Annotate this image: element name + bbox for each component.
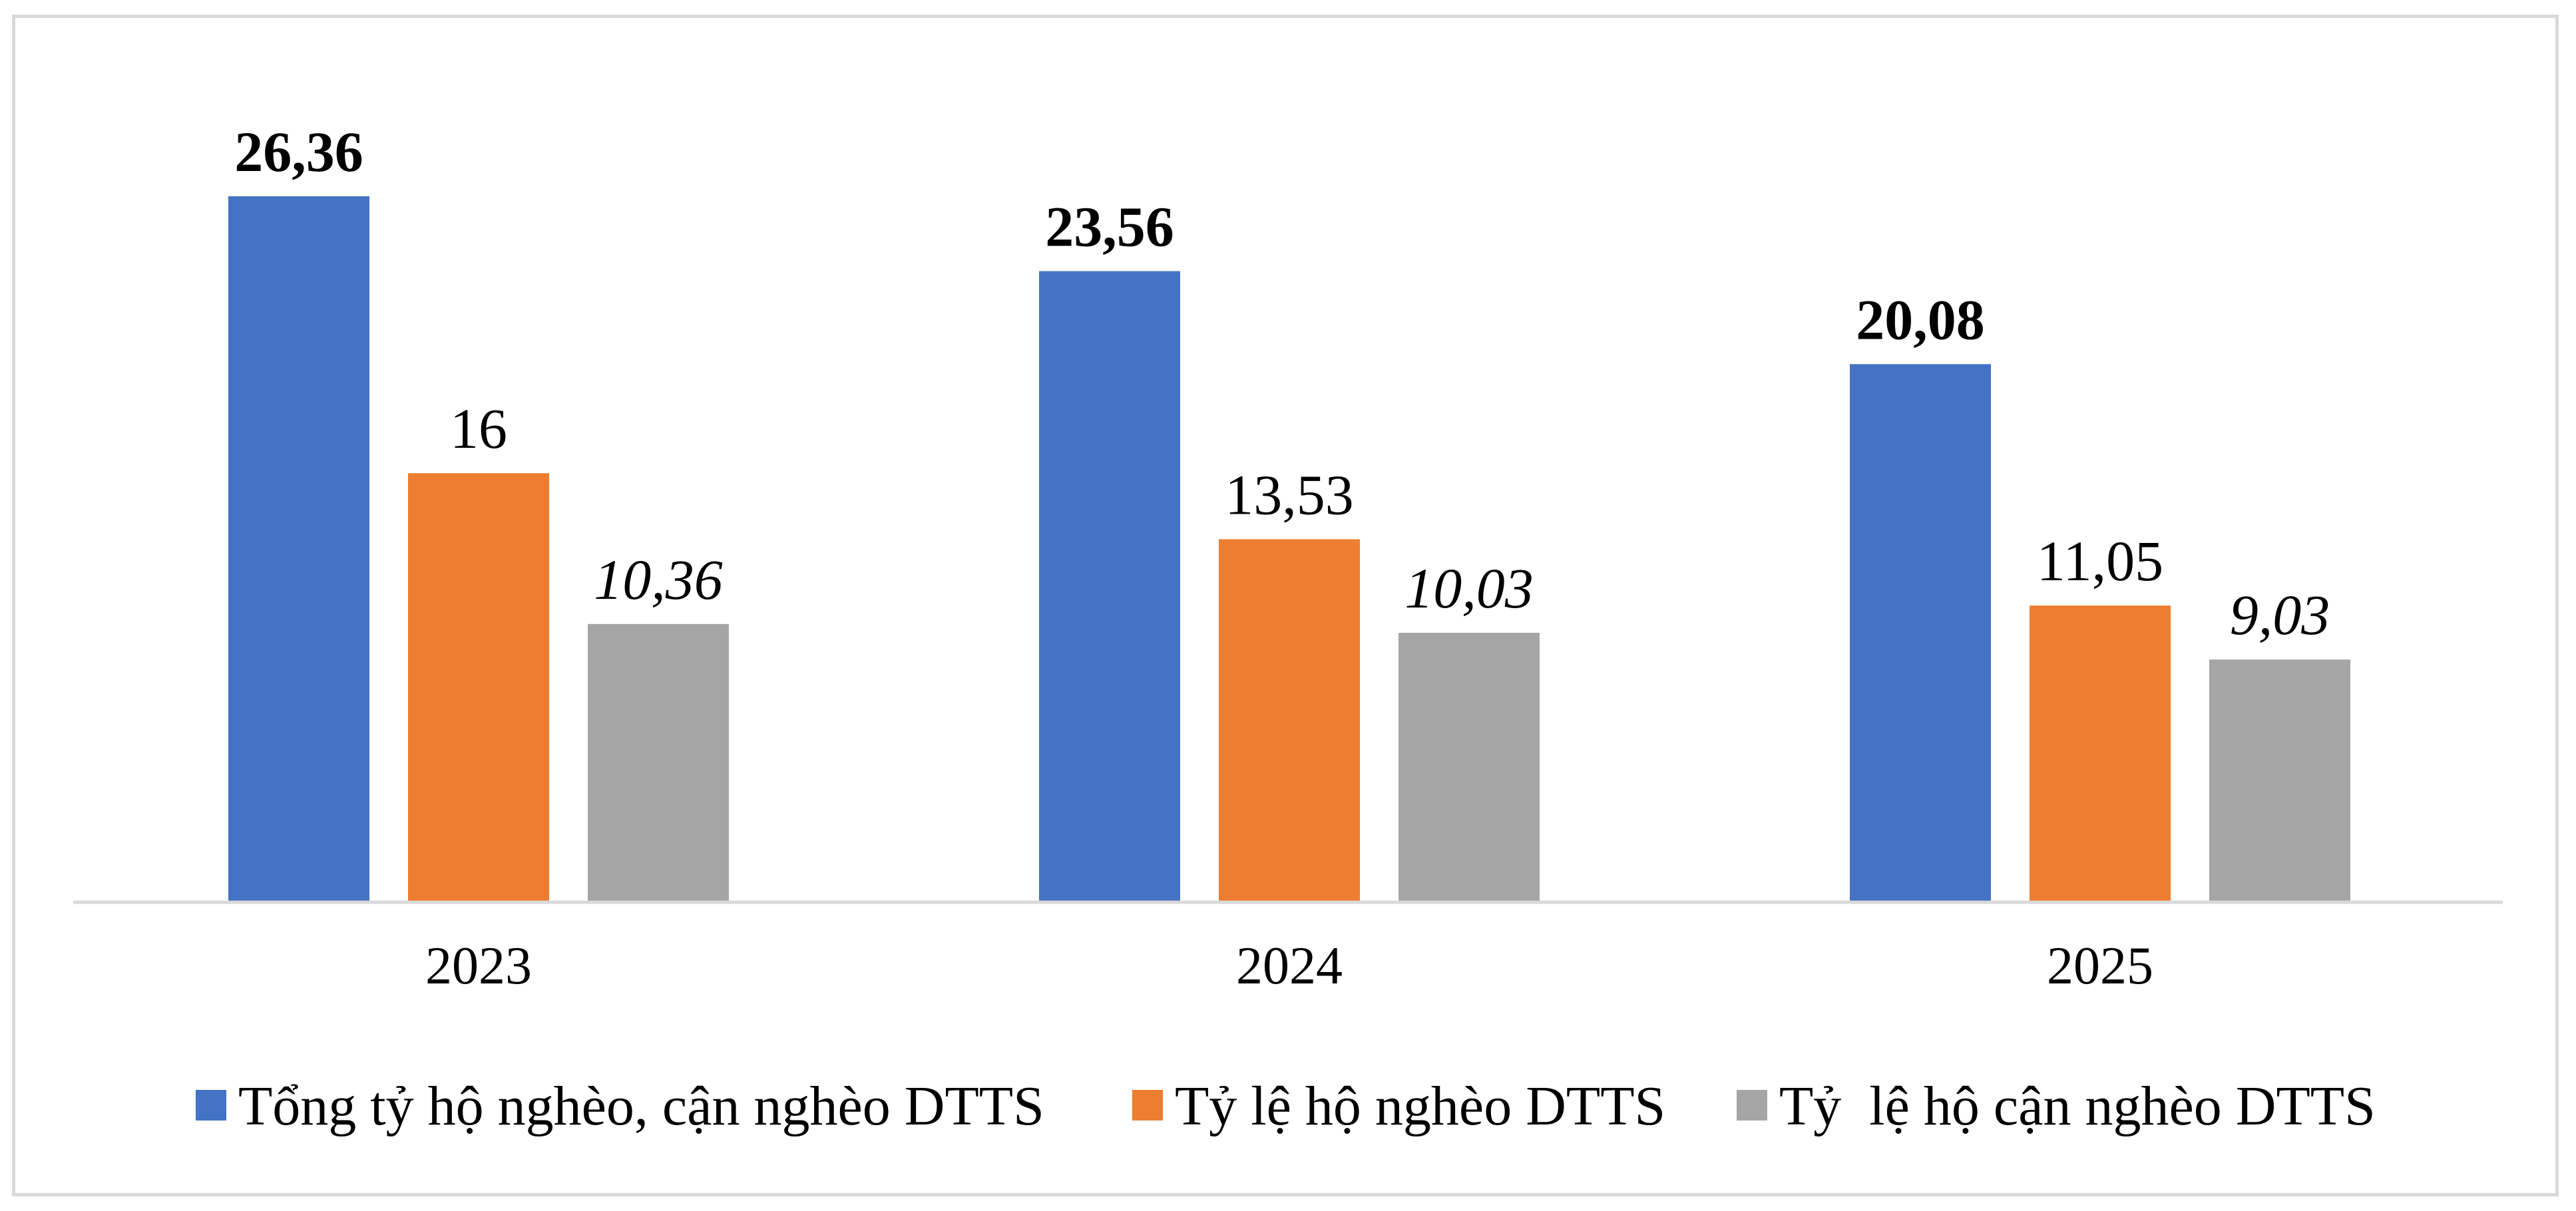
bar-2023-series-2 <box>408 473 549 901</box>
legend-label-series-3: Tỷ lệ hộ cận nghèo DTTS <box>1779 1075 2376 1137</box>
legend-label-series-1: Tổng tỷ hộ nghèo, cận nghèo DTTS <box>238 1075 1044 1137</box>
x-tick-label-2025: 2025 <box>2047 937 2153 995</box>
x-tick-label-2023: 2023 <box>425 937 532 995</box>
data-label-2025-series-3: 9,03 <box>2230 583 2330 647</box>
data-label-2024-series-1: 23,56 <box>1045 194 1174 258</box>
bar-2025-series-1 <box>1850 364 1991 901</box>
data-label-2023-series-1: 26,36 <box>234 120 363 184</box>
legend-label-series-2: Tỷ lệ hộ nghèo DTTS <box>1175 1075 1665 1137</box>
legend-swatch-series-2 <box>1132 1090 1163 1121</box>
data-label-2024-series-3: 10,03 <box>1404 556 1534 620</box>
bar-2024-series-1 <box>1039 271 1180 901</box>
data-label-2024-series-2: 13,53 <box>1225 462 1354 526</box>
x-tick-labels-group: 2023 2024 2025 <box>425 937 2153 995</box>
bar-2023-series-3 <box>588 623 729 901</box>
data-labels-group: 26,36 16 10,36 23,56 13,53 10,03 20,08 11,05 9,0… <box>234 120 2330 647</box>
bar-2023-series-1 <box>228 196 369 901</box>
bars-group <box>228 196 2350 901</box>
x-tick-label-2024: 2024 <box>1236 937 1343 995</box>
data-label-2023-series-3: 10,36 <box>594 548 723 611</box>
bar-2024-series-3 <box>1398 633 1540 901</box>
data-label-2023-series-2: 16 <box>450 397 507 460</box>
bar-2024-series-2 <box>1219 539 1360 901</box>
legend-swatch-series-1 <box>196 1090 226 1121</box>
data-label-2025-series-2: 11,05 <box>2037 529 2163 593</box>
bar-2025-series-3 <box>2209 659 2350 901</box>
legend: Tổng tỷ hộ nghèo, cận nghèo DTTS Tỷ lệ hộ… <box>196 1075 2376 1137</box>
legend-swatch-series-3 <box>1737 1090 1767 1121</box>
data-label-2025-series-1: 20,08 <box>1856 287 1985 351</box>
bar-2025-series-2 <box>2030 606 2171 901</box>
